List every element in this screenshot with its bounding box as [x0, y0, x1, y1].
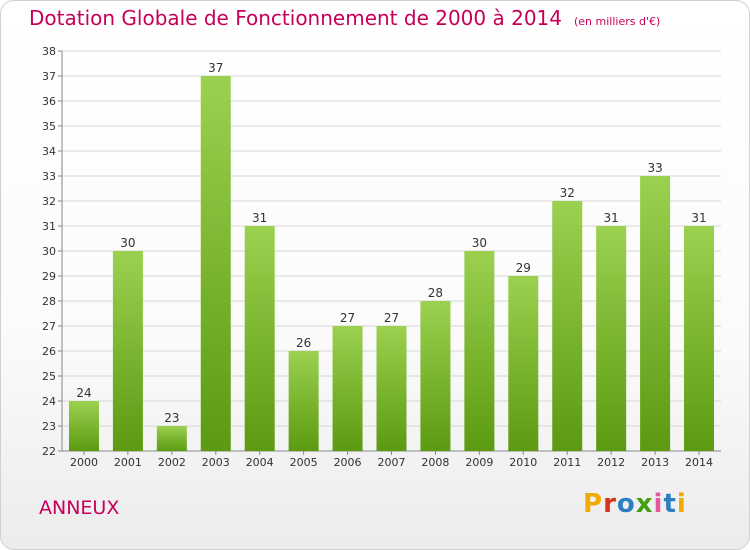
y-tick-label: 36	[42, 95, 56, 108]
y-tick-label: 38	[42, 45, 56, 58]
chart-subtitle: (en milliers d'€)	[574, 15, 661, 28]
bar	[112, 251, 143, 451]
bar	[376, 326, 407, 451]
bar	[464, 251, 495, 451]
data-label: 23	[164, 411, 179, 425]
y-tick-label: 27	[42, 320, 56, 333]
y-tick-label: 37	[42, 70, 56, 83]
y-tick-label: 30	[42, 245, 56, 258]
bar	[200, 76, 231, 451]
bar	[552, 201, 583, 451]
x-tick-label: 2012	[597, 456, 625, 469]
bars	[68, 76, 715, 451]
x-tick-label: 2010	[509, 456, 537, 469]
x-tick-label: 2005	[290, 456, 318, 469]
bar	[420, 301, 451, 451]
x-tick-label: 2000	[70, 456, 98, 469]
y-tick-label: 24	[42, 395, 56, 408]
bar	[332, 326, 363, 451]
x-tick-label: 2007	[378, 456, 406, 469]
y-tick-label: 32	[42, 195, 56, 208]
y-tick-label: 33	[42, 170, 56, 183]
y-tick-label: 22	[42, 445, 56, 458]
y-tick-label: 25	[42, 370, 56, 383]
y-tick-label: 35	[42, 120, 56, 133]
bar	[508, 276, 539, 451]
data-label: 26	[296, 336, 311, 350]
data-label: 30	[472, 236, 487, 250]
data-label: 24	[76, 386, 91, 400]
proxiti-logo[interactable]: Proxiti	[583, 489, 687, 519]
x-tick-label: 2002	[158, 456, 186, 469]
y-tick-label: 31	[42, 220, 56, 233]
bar	[596, 226, 627, 451]
x-tick-label: 2008	[421, 456, 449, 469]
chart-title-block: Dotation Globale de Fonctionnement de 20…	[29, 6, 660, 30]
y-tick-label: 26	[42, 345, 56, 358]
data-label: 27	[340, 311, 355, 325]
commune-name: ANNEUX	[39, 497, 120, 519]
data-labels: 24 30 23 37 31 26 27 27 28 30 29 32 31 33 31	[76, 61, 706, 425]
y-tick-label: 34	[42, 145, 56, 158]
data-label: 37	[208, 61, 223, 75]
bar	[244, 226, 275, 451]
data-label: 32	[560, 186, 575, 200]
y-tick-label: 28	[42, 295, 56, 308]
data-label: 31	[691, 211, 706, 225]
data-label: 30	[120, 236, 135, 250]
data-label: 29	[516, 261, 531, 275]
bar	[640, 176, 671, 451]
x-tick-label: 2006	[334, 456, 362, 469]
data-label: 33	[647, 161, 662, 175]
bar	[684, 226, 715, 451]
y-tick-label: 23	[42, 420, 56, 433]
x-tick-label: 2013	[641, 456, 669, 469]
x-tick-label: 2003	[202, 456, 230, 469]
bar	[156, 426, 187, 451]
bar	[288, 351, 319, 451]
data-label: 27	[384, 311, 399, 325]
bar	[68, 401, 99, 451]
x-tick-label: 2004	[246, 456, 274, 469]
y-tick-label: 29	[42, 270, 56, 283]
data-label: 31	[252, 211, 267, 225]
x-tick-label: 2011	[553, 456, 581, 469]
chart-title: Dotation Globale de Fonctionnement de 20…	[29, 6, 562, 30]
data-label: 28	[428, 286, 443, 300]
x-tick-label: 2009	[465, 456, 493, 469]
x-tick-label: 2001	[114, 456, 142, 469]
data-label: 31	[604, 211, 619, 225]
x-tick-label: 2014	[685, 456, 713, 469]
